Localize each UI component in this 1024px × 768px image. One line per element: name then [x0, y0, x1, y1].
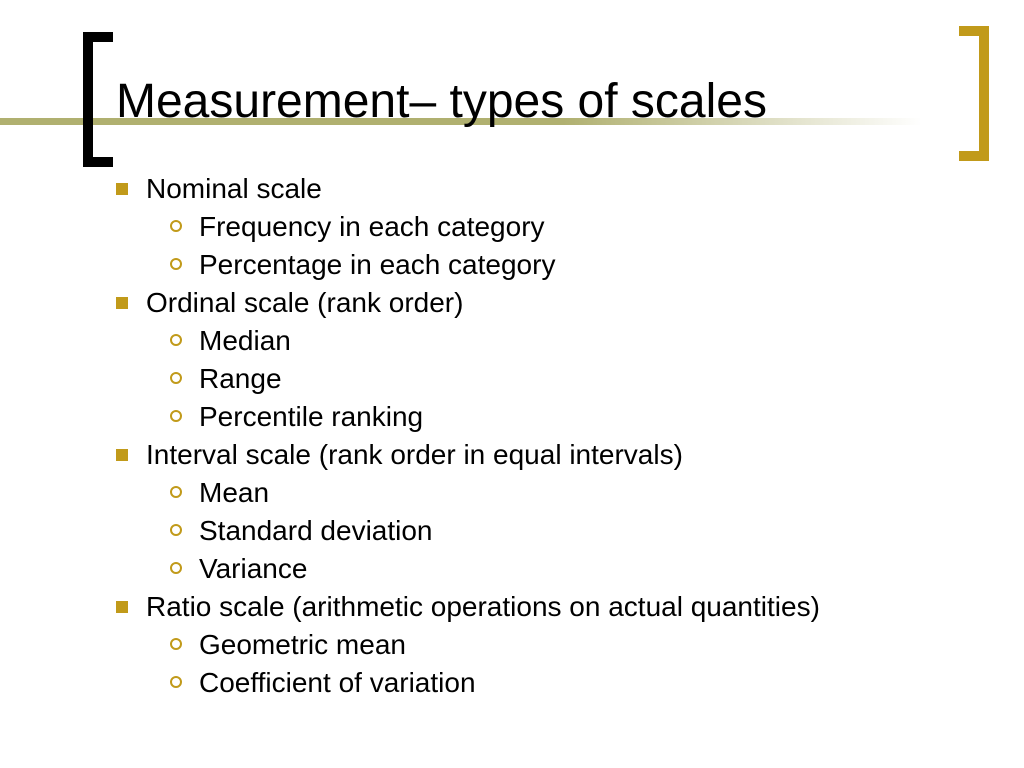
list-subitem-label: Variance — [199, 550, 307, 588]
list-subitem: Percentile ranking — [116, 398, 1004, 436]
circle-bullet-icon — [170, 676, 182, 688]
list-subitem: Standard deviation — [116, 512, 1004, 550]
list-item-label: Interval scale (rank order in equal inte… — [146, 436, 683, 474]
list-item-label: Ordinal scale (rank order) — [146, 284, 463, 322]
circle-bullet-icon — [170, 372, 182, 384]
list-item-label: Ratio scale (arithmetic operations on ac… — [146, 588, 820, 626]
left-bracket-icon — [83, 32, 113, 167]
list-subitem: Variance — [116, 550, 1004, 588]
square-bullet-icon — [116, 183, 128, 195]
list-subitem: Frequency in each category — [116, 208, 1004, 246]
list-subitem-label: Geometric mean — [199, 626, 406, 664]
list-subitem-label: Range — [199, 360, 282, 398]
list-subitem-label: Percentile ranking — [199, 398, 423, 436]
list-item: Nominal scale — [116, 170, 1004, 208]
list-subitem: Median — [116, 322, 1004, 360]
list-subitem-label: Coefficient of variation — [199, 664, 476, 702]
circle-bullet-icon — [170, 258, 182, 270]
list-subitem: Coefficient of variation — [116, 664, 1004, 702]
list-subitem-label: Frequency in each category — [199, 208, 545, 246]
circle-bullet-icon — [170, 562, 182, 574]
list-subitem-label: Mean — [199, 474, 269, 512]
list-subitem: Percentage in each category — [116, 246, 1004, 284]
circle-bullet-icon — [170, 410, 182, 422]
slide-content: Nominal scale Frequency in each category… — [116, 170, 1004, 702]
circle-bullet-icon — [170, 486, 182, 498]
list-subitem-label: Standard deviation — [199, 512, 433, 550]
circle-bullet-icon — [170, 220, 182, 232]
list-item: Interval scale (rank order in equal inte… — [116, 436, 1004, 474]
list-subitem: Mean — [116, 474, 1004, 512]
list-subitem-label: Median — [199, 322, 291, 360]
list-item: Ordinal scale (rank order) — [116, 284, 1004, 322]
square-bullet-icon — [116, 601, 128, 613]
square-bullet-icon — [116, 449, 128, 461]
right-bracket-icon — [959, 26, 989, 161]
circle-bullet-icon — [170, 524, 182, 536]
list-subitem: Range — [116, 360, 1004, 398]
list-item: Ratio scale (arithmetic operations on ac… — [116, 588, 1004, 626]
circle-bullet-icon — [170, 334, 182, 346]
circle-bullet-icon — [170, 638, 182, 650]
square-bullet-icon — [116, 297, 128, 309]
list-subitem-label: Percentage in each category — [199, 246, 555, 284]
list-subitem: Geometric mean — [116, 626, 1004, 664]
slide-title: Measurement– types of scales — [116, 74, 767, 129]
list-item-label: Nominal scale — [146, 170, 322, 208]
